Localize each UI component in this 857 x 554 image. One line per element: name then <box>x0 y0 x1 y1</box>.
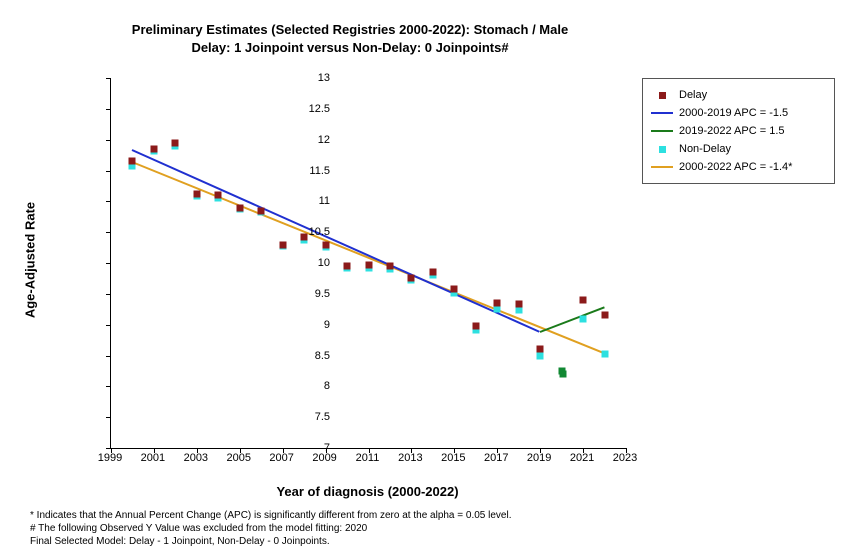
x-tick-label: 2023 <box>605 452 645 464</box>
delay-point <box>494 300 501 307</box>
x-axis-label: Year of diagnosis (2000-2022) <box>110 484 625 499</box>
footnotes: * Indicates that the Annual Percent Chan… <box>30 509 511 548</box>
x-tick-label: 2017 <box>476 452 516 464</box>
delay-point <box>386 263 393 270</box>
footnote-line: * Indicates that the Annual Percent Chan… <box>30 509 511 522</box>
delay-trend-line-2 <box>540 306 605 333</box>
legend-label: 2000-2022 APC = -1.4* <box>679 161 792 173</box>
delay-point <box>472 322 479 329</box>
delay-point <box>537 346 544 353</box>
y-tick-label: 9 <box>290 319 330 331</box>
footnote-line: # The following Observed Y Value was exc… <box>30 522 511 535</box>
legend-label: 2019-2022 APC = 1.5 <box>679 125 785 137</box>
delay-point <box>258 207 265 214</box>
legend-item: Non-Delay <box>651 141 826 157</box>
legend-box: Delay 2000-2019 APC = -1.5 2019-2022 APC =… <box>642 78 835 184</box>
legend-line-icon <box>651 161 673 173</box>
delay-point <box>150 145 157 152</box>
chart-title-line2: Delay: 1 Joinpoint versus Non-Delay: 0 J… <box>0 40 700 55</box>
excluded-point <box>560 371 567 378</box>
plot-area <box>110 78 626 449</box>
legend-square-icon <box>651 143 673 155</box>
legend-line-icon <box>651 125 673 137</box>
nondelay-point <box>580 315 587 322</box>
legend-label: Delay <box>679 89 707 101</box>
x-tick-label: 1999 <box>90 452 130 464</box>
delay-point <box>322 241 329 248</box>
delay-point <box>279 241 286 248</box>
legend-line-icon <box>651 107 673 119</box>
legend-item: Delay <box>651 87 826 103</box>
chart-title-line1: Preliminary Estimates (Selected Registri… <box>0 22 700 37</box>
delay-point <box>429 269 436 276</box>
x-tick-label: 2011 <box>348 452 388 464</box>
x-tick-label: 2009 <box>305 452 345 464</box>
delay-point <box>215 192 222 199</box>
x-tick-label: 2007 <box>262 452 302 464</box>
legend-item: 2000-2022 APC = -1.4* <box>651 159 826 175</box>
delay-trend-line-1 <box>132 149 541 333</box>
nondelay-trend-line <box>132 161 605 354</box>
delay-point <box>408 275 415 282</box>
legend-label: Non-Delay <box>679 143 731 155</box>
x-tick-label: 2005 <box>219 452 259 464</box>
y-tick-label: 11 <box>290 195 330 207</box>
nondelay-point <box>537 352 544 359</box>
delay-point <box>580 297 587 304</box>
delay-point <box>515 301 522 308</box>
legend-item: 2019-2022 APC = 1.5 <box>651 123 826 139</box>
y-axis-label: Age-Adjusted Rate <box>23 202 38 318</box>
y-tick-label: 13 <box>290 72 330 84</box>
y-tick-label: 8 <box>290 380 330 392</box>
y-tick-label: 9.5 <box>290 288 330 300</box>
delay-point <box>236 204 243 211</box>
x-tick-label: 2001 <box>133 452 173 464</box>
y-tick-label: 10.5 <box>290 226 330 238</box>
delay-point <box>601 312 608 319</box>
nondelay-point <box>515 307 522 314</box>
x-tick-label: 2019 <box>519 452 559 464</box>
delay-point <box>172 139 179 146</box>
x-tick-label: 2015 <box>433 452 473 464</box>
y-tick-label: 7.5 <box>290 411 330 423</box>
footnote-line: Final Selected Model: Delay - 1 Joinpoin… <box>30 535 511 548</box>
y-tick-label: 12 <box>290 134 330 146</box>
y-tick-label: 11.5 <box>290 165 330 177</box>
delay-point <box>365 261 372 268</box>
nondelay-point <box>494 306 501 313</box>
y-tick-label: 8.5 <box>290 350 330 362</box>
delay-point <box>193 190 200 197</box>
x-tick-label: 2013 <box>390 452 430 464</box>
delay-point <box>344 263 351 270</box>
delay-point <box>451 285 458 292</box>
y-tick-label: 10 <box>290 257 330 269</box>
chart-container: Preliminary Estimates (Selected Registri… <box>0 0 857 554</box>
legend-square-icon <box>651 89 673 101</box>
legend-item: 2000-2019 APC = -1.5 <box>651 105 826 121</box>
legend-label: 2000-2019 APC = -1.5 <box>679 107 788 119</box>
delay-point <box>129 158 136 165</box>
y-tick-label: 12.5 <box>290 103 330 115</box>
x-tick-label: 2003 <box>176 452 216 464</box>
nondelay-point <box>601 351 608 358</box>
x-tick-label: 2021 <box>562 452 602 464</box>
